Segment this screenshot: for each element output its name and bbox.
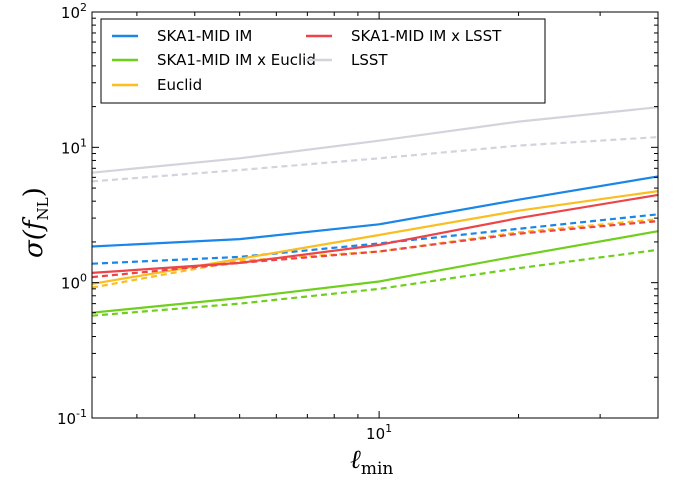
legend-label: SKA1-MID IM x Euclid [157,51,316,69]
y-tick-label-base: 10 [61,275,80,293]
legend-label: LSST [351,51,388,69]
y-tick-label-base: 10 [57,410,76,428]
series-0-dashed-line [91,213,659,265]
legend-label: SKA1-MID IM x LSST [351,27,502,45]
plot-frame [91,11,659,419]
legend-label: Euclid [157,76,202,94]
y-tick-label: 100 [61,272,87,293]
x-tick-label-exp: 1 [385,422,392,435]
y-tick-label-base: 10 [61,4,80,22]
y-axis-label: σ(fNL) [19,187,52,258]
y-axis-label-close: ) [19,187,49,197]
x-axis-label: ℓmin [350,445,393,479]
series-1-dashed-line [91,218,659,289]
y-axis-label-sub: NL [34,197,52,220]
series-0-solid-line [91,175,659,248]
x-axis-label-sub: min [361,459,394,479]
y-tick-label: 102 [61,1,87,22]
series-layer [91,106,659,317]
series-4-solid-line [91,193,659,274]
y-tick-label-exp: -1 [76,407,87,420]
y-axis-label-main: σ(f [19,216,49,258]
legend: SKA1-MID IM SKA1-MID IM x Euclid Euclid SKA… [100,18,546,104]
y-tick-label-base: 10 [61,139,80,157]
series-3-solid-line [91,230,659,314]
y-tick-label: 101 [61,136,87,157]
y-tick-label-exp: 2 [80,1,87,14]
y-tick-label-exp: 1 [80,136,87,149]
legend-label: SKA1-MID IM [157,27,252,45]
series-2-dashed-line [91,136,659,183]
x-axis-label-main: ℓ [350,445,361,475]
y-tick-label: 10-1 [57,407,87,428]
series-2-solid-line [91,106,659,174]
y-tick-label-exp: 0 [80,272,87,285]
x-tick-label-base: 10 [366,425,385,443]
x-tick-label: 101 [366,422,392,443]
series-4-dashed-line [91,220,659,279]
